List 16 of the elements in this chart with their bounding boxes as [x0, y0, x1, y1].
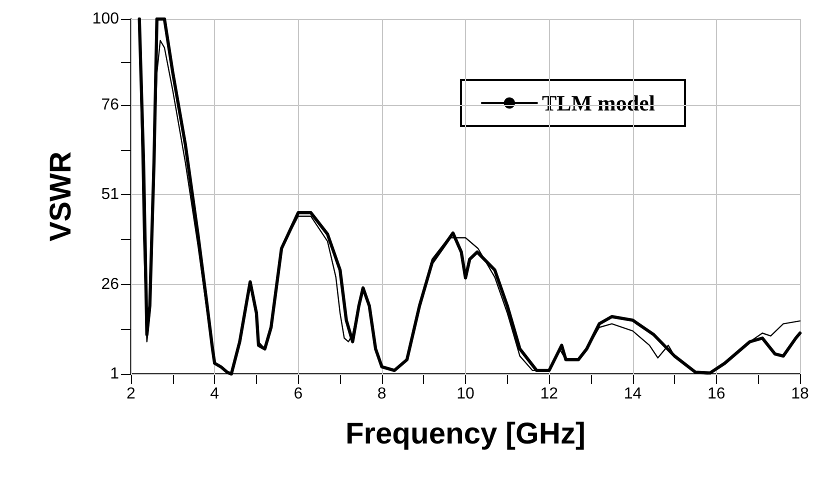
x-tick-label: 18	[791, 386, 809, 402]
x-tick-label: 2	[126, 386, 136, 402]
x-tick-label: 16	[707, 386, 726, 402]
x-tick-label: 10	[456, 386, 474, 402]
x-tick-label: 8	[377, 386, 386, 402]
x-tick-label: 12	[540, 386, 558, 402]
x-tick-label: 14	[624, 386, 642, 402]
y-axis-title: VSWR	[44, 151, 78, 242]
x-tick-label: 6	[294, 386, 303, 402]
y-tick-label: 51	[101, 186, 120, 204]
y-tick-label: 1	[110, 366, 120, 382]
y-tick-label: 100	[92, 10, 120, 28]
x-tick-label: 4	[210, 386, 220, 402]
y-tick-label: 76	[101, 96, 120, 114]
x-axis-title: Frequency [GHz]	[345, 418, 586, 450]
y-tick-label: 26	[101, 276, 120, 293]
